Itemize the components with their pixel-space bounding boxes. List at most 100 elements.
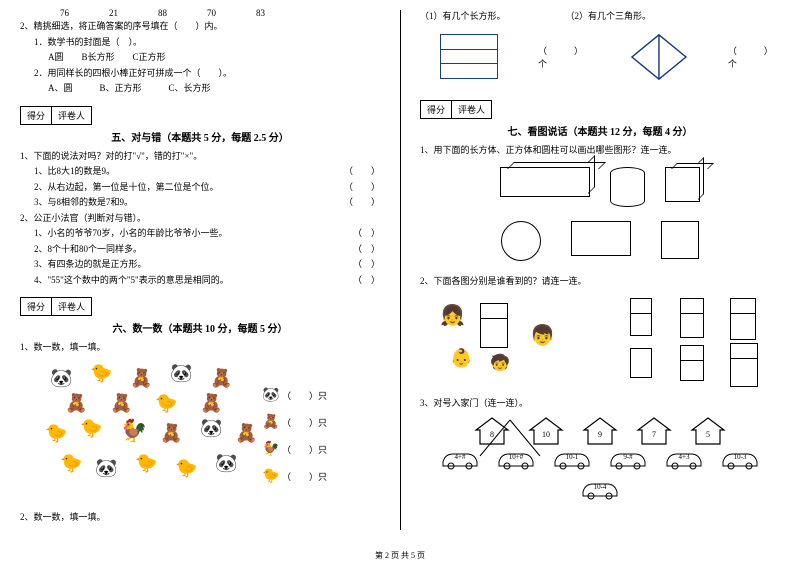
- count-label: 🐼 （ ）只: [262, 387, 327, 404]
- txt: 4、"55"这个数中的两个"5"表示的意思是相同的。: [34, 275, 229, 285]
- left-column: 76 21 88 70 83 2、精挑细选，将正确答案的序号填在（ ）内。 1．…: [0, 0, 400, 565]
- car-expr: 10-3: [719, 453, 761, 461]
- car-icon: 10-1: [551, 448, 593, 470]
- score-label: 得分: [21, 298, 52, 315]
- s5-q2-3: 3、有四条边的就是正方形。 （ ）: [20, 258, 380, 272]
- q2-2-opts: A、圆 B、正方形 C、长方形: [20, 82, 380, 96]
- duck-icon: 🐤: [155, 393, 177, 414]
- count-label: 🧸 （ ）只: [262, 414, 327, 431]
- score-box: 得分 评卷人: [420, 100, 492, 119]
- page-footer: 第 2 页 共 5 页: [0, 550, 800, 561]
- car-expr: 4+3: [663, 453, 705, 461]
- person-icon: 👶: [450, 348, 472, 369]
- bear-icon: 🧸: [110, 393, 132, 414]
- txt: 3、有四条边的就是正方形。: [34, 259, 147, 269]
- duck-icon: 🐤: [175, 458, 197, 479]
- cube-shape: [665, 167, 700, 202]
- num: 21: [109, 8, 118, 18]
- bracket: （ ）: [344, 181, 380, 195]
- s5-q2-1: 1、小名的爷爷70岁，小名的年龄比爷爷小一些。 （ ）: [20, 227, 380, 241]
- fridge-view-icon: [730, 298, 756, 340]
- blank: （ ）个: [728, 44, 780, 70]
- rooster-icon: 🐓: [262, 442, 279, 457]
- person-icon: 👦: [530, 323, 555, 348]
- car-icon: 10-4: [579, 478, 621, 500]
- txt: 1、比8大1的数是9。: [34, 166, 115, 176]
- q2-1: 1．数学书的封面是（ ）。: [20, 36, 380, 50]
- unit: （ ）只: [282, 391, 327, 401]
- s7-q1: 1、用下面的长方体、正方体和圆柱可以画出哪些图形？连一连。: [420, 144, 780, 158]
- rooster-icon: 🐓: [120, 418, 147, 444]
- viewing-scene: 👧 👦 👶 🧒: [420, 293, 760, 393]
- num: 70: [207, 8, 216, 18]
- person-icon: 👧: [440, 303, 465, 328]
- car-icon: 9-#: [607, 448, 649, 470]
- rectangle-flat: [571, 221, 631, 256]
- bracket: （ ）: [353, 227, 380, 241]
- duck-icon: 🐤: [80, 418, 102, 439]
- car-expr: 10-1: [551, 453, 593, 461]
- cylinder-shape: [610, 167, 645, 207]
- bracket: （ ）: [353, 274, 380, 288]
- unit: （ ）只: [282, 445, 327, 455]
- s5-q2: 2、公正小法官（判断对与错）。: [20, 212, 380, 226]
- fridge-view-icon: [680, 345, 704, 381]
- panda-icon: 🐼: [170, 363, 192, 384]
- s5-q2-4: 4、"55"这个数中的两个"5"表示的意思是相同的。 （ ）: [20, 274, 380, 288]
- fridge-view-icon: [680, 298, 704, 338]
- number-row: 76 21 88 70 83: [20, 8, 380, 18]
- s6-q2: 2、数一数，填一填。: [20, 511, 380, 525]
- s5-q1-3: 3、与8相邻的数是7和9。（ ）: [20, 196, 380, 210]
- car-icon: 4+3: [663, 448, 705, 470]
- duck-icon: 🐤: [45, 423, 67, 444]
- car-expr: 10-4: [579, 483, 621, 491]
- score-box: 得分 评卷人: [20, 106, 92, 125]
- num: 88: [158, 8, 167, 18]
- bracket: （ ）: [344, 165, 380, 179]
- section6-title: 六、数一数（本题共 10 分，每题 5 分）: [20, 320, 380, 335]
- duck-icon: 🐤: [262, 469, 279, 484]
- rectangle-shape: [440, 34, 498, 79]
- q2-intro: 2、精挑细选，将正确答案的序号填在（ ）内。: [20, 20, 380, 34]
- car-expr: 4+#: [439, 453, 481, 461]
- animals-area: 🐼 🐤 🧸 🐼 🧸 🧸 🧸 🐤 🧸 🐤 🐤 🐓 🧸 🐼 🧸 🐤 🐼 🐤 🐤 🐼: [40, 363, 260, 503]
- s5-q1: 1、下面的说法对吗？对的打"√"，错的打"×"。: [20, 150, 380, 164]
- fridge-view-icon: [630, 348, 652, 378]
- score-label: 得分: [21, 107, 52, 124]
- count-label: 🐓 （ ）只: [262, 441, 327, 458]
- s7-q2: 2、下面各图分别是谁看到的？请连一连。: [420, 275, 780, 289]
- section7-title: 七、看图说话（本题共 12 分，每题 4 分）: [420, 123, 780, 138]
- bracket: （ ）: [344, 196, 380, 210]
- car-icon: 10+#: [495, 448, 537, 470]
- num: 83: [256, 8, 265, 18]
- square-flat: [661, 221, 699, 259]
- bear-icon: 🧸: [65, 393, 87, 414]
- q2-2: 2．用同样长的四根小棒正好可拼成一个（ ）。: [20, 67, 380, 81]
- txt: 2、从右边起，第一位是十位，第二位是个位。: [34, 182, 219, 192]
- bracket: （ ）: [353, 258, 380, 272]
- car-expr: 10+#: [495, 453, 537, 461]
- duck-icon: 🐤: [60, 453, 82, 474]
- bear-icon: 🧸: [200, 393, 222, 414]
- top-questions: （1）有几个长方形。 （2）有几个三角形。: [420, 8, 780, 26]
- s5-q2-2: 2、8个十和80个一同样多。（ ）: [20, 243, 380, 257]
- grader-label: 评卷人: [52, 298, 91, 315]
- fridge-icon: [480, 303, 508, 348]
- num: 76: [60, 8, 69, 18]
- bear-icon: 🧸: [235, 423, 257, 444]
- duck-icon: 🐤: [135, 453, 157, 474]
- score-label: 得分: [421, 101, 452, 118]
- blank: （ ）个: [538, 44, 590, 70]
- q2-1-opts: A圆 B长方形 C正方形: [20, 51, 380, 65]
- circle-shape: [501, 221, 541, 261]
- unit: （ ）只: [282, 472, 327, 482]
- right-column: （1）有几个长方形。 （2）有几个三角形。 （ ）个 （ ）个 得分 评卷人 七…: [400, 0, 800, 565]
- count-label: 🐤 （ ）只: [262, 468, 327, 485]
- s7-q3: 3、对号入家门（连一连）。: [420, 397, 780, 411]
- car-expr: 9-#: [607, 453, 649, 461]
- car-icon: 4+#: [439, 448, 481, 470]
- s5-q1-1: 1、比8大1的数是9。 （ ）: [20, 165, 380, 179]
- panda-icon: 🐼: [262, 388, 279, 403]
- txt: 1、小名的爷爷70岁，小名的年龄比爷爷小一些。: [34, 228, 228, 238]
- flat-shapes-row: [420, 221, 780, 261]
